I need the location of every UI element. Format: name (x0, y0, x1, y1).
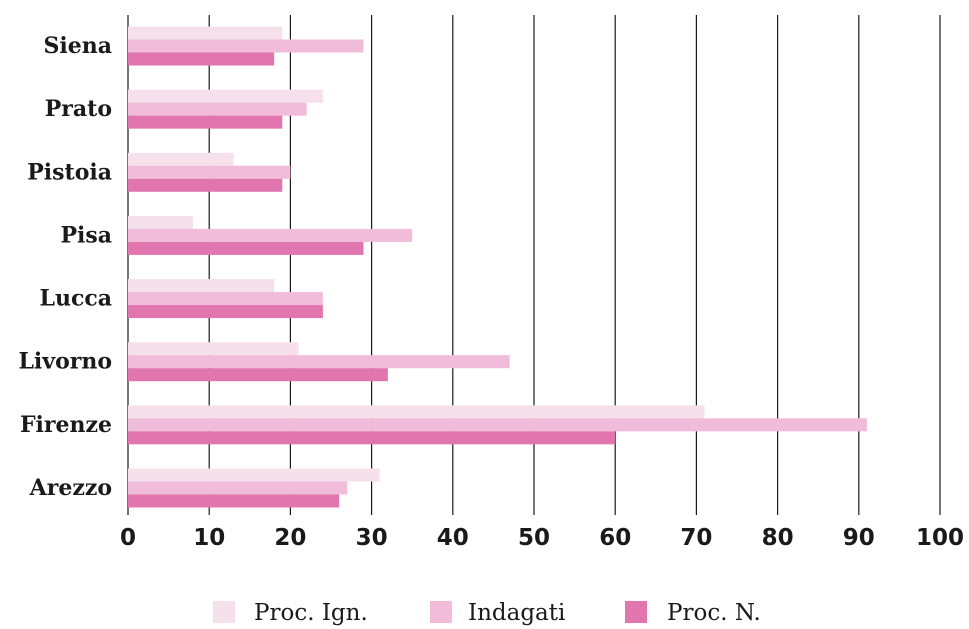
category-label: Livorno (18, 349, 112, 375)
bar-lucca-proc-ign (128, 279, 275, 293)
x-tick-label: 60 (599, 525, 631, 551)
x-tick-label: 80 (762, 525, 794, 551)
legend-label: Indagati (468, 600, 565, 626)
x-tick-label: 10 (193, 525, 225, 551)
x-tick-label: 70 (680, 525, 712, 551)
legend-swatch (213, 601, 235, 623)
x-tick-label: 20 (274, 525, 306, 551)
bar-pisa-proc-ign (128, 215, 193, 229)
bar-firenze-indagati (128, 418, 867, 432)
bar-pisa-proc-n (128, 241, 364, 255)
legend-item: Indagati (430, 600, 565, 626)
bar-siena-proc-n (128, 52, 275, 66)
bar-lucca-proc-n (128, 305, 323, 319)
bar-siena-proc-ign (128, 26, 283, 40)
legend-item: Proc. Ign. (213, 600, 368, 626)
category-label: Prato (45, 96, 112, 122)
bar-arezzo-proc-ign (128, 468, 380, 482)
bar-prato-proc-ign (128, 89, 323, 103)
legend: Proc. Ign. Indagati Proc. N. (213, 600, 761, 626)
bar-livorno-proc-n (128, 368, 388, 382)
bar-livorno-indagati (128, 355, 510, 369)
bar-arezzo-indagati (128, 481, 348, 495)
bar-livorno-proc-ign (128, 342, 299, 356)
legend-swatch (430, 601, 452, 623)
category-label: Arezzo (29, 475, 112, 501)
x-tick-label: 50 (518, 525, 550, 551)
bar-lucca-indagati (128, 292, 323, 306)
bar-firenze-proc-n (128, 431, 616, 445)
x-tick-labels: 0 10 20 30 40 50 60 70 80 90 100 (120, 525, 964, 551)
legend-label: Proc. N. (667, 600, 761, 626)
x-tick-label: 0 (120, 525, 136, 551)
category-label: Pistoia (27, 159, 112, 185)
legend-item: Proc. N. (625, 600, 761, 626)
bar-pistoia-proc-ign (128, 152, 234, 166)
bar-prato-indagati (128, 102, 307, 116)
bar-pistoia-proc-n (128, 178, 283, 192)
bar-pisa-indagati (128, 228, 413, 242)
x-tick-label: 40 (437, 525, 469, 551)
bar-arezzo-proc-n (128, 494, 340, 508)
legend-label: Proc. Ign. (254, 600, 368, 626)
bar-pistoia-indagati (128, 165, 291, 179)
bar-firenze-proc-ign (128, 405, 705, 419)
bar-prato-proc-n (128, 115, 283, 129)
x-tick-label: 30 (356, 525, 388, 551)
x-tick-label: 90 (843, 525, 875, 551)
category-label: Firenze (20, 412, 112, 438)
bar-siena-indagati (128, 39, 364, 53)
category-labels: Siena Prato Pistoia Pisa Lucca Livorno Firenze… (18, 33, 112, 501)
category-label: Lucca (39, 286, 112, 312)
legend-swatch (625, 601, 647, 623)
category-label: Pisa (60, 222, 112, 248)
x-tick-label: 100 (916, 525, 964, 551)
category-label: Siena (44, 33, 113, 59)
bars (128, 26, 867, 508)
